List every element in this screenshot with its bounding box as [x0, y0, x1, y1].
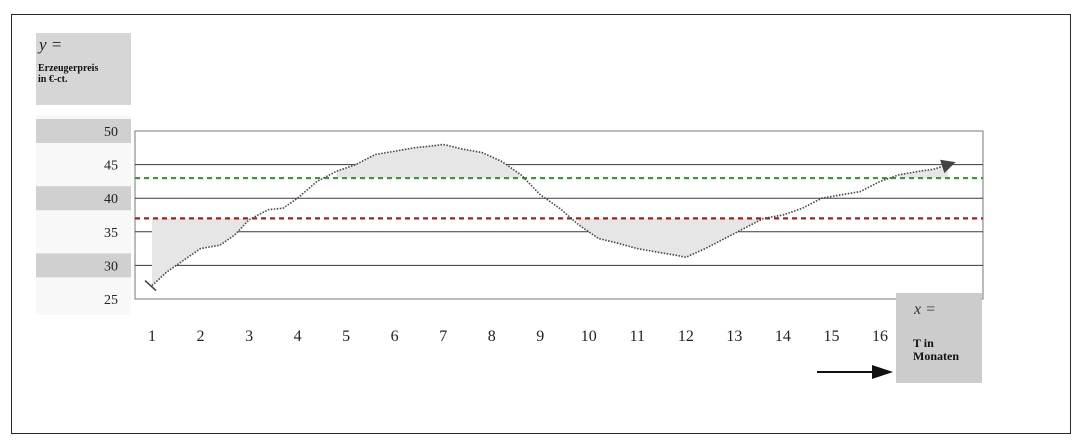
x-axis-label-text: T in Monaten: [913, 336, 959, 363]
x-tick-label: 12: [678, 328, 694, 345]
x-tick-label: 9: [536, 328, 544, 345]
shaded-area: [152, 218, 250, 286]
x-tick-label: 13: [726, 328, 742, 345]
x-tick-label: 10: [581, 328, 597, 345]
series-end-arrow: [940, 159, 956, 174]
y-tick-label: 25: [104, 293, 118, 308]
plot-border: [134, 130, 984, 300]
x-tick-label: 7: [439, 328, 447, 345]
x-tick-label: 14: [775, 328, 791, 345]
x-tick-label: 6: [391, 328, 399, 345]
y-axis-label-box: y = Erzeugerpreis in €-ct.: [36, 33, 131, 105]
y-axis-label: Erzeugerpreis in €-ct.: [38, 63, 99, 85]
y-tick-label: 40: [104, 192, 118, 207]
x-axis-label-box: x = T in Monaten: [896, 293, 982, 383]
shaded-area: [899, 164, 948, 179]
series-start-marker: [144, 279, 157, 292]
x-tick-label: 1: [148, 328, 156, 345]
x-variable-label: x =: [914, 301, 936, 318]
x-tick-label: 16: [872, 328, 888, 345]
x-tick-label: 3: [245, 328, 253, 345]
series-line: [151, 143, 949, 287]
x-tick-label: 8: [488, 328, 496, 345]
y-variable-label: y =: [39, 35, 63, 54]
x-axis-label: T in Monaten: [913, 337, 959, 363]
y-tick-band: [36, 119, 131, 143]
y-tick-label: 50: [104, 125, 118, 140]
y-tick-band: [36, 253, 131, 278]
x-tick-label: 15: [823, 328, 839, 345]
y-tick-label: 30: [104, 259, 118, 274]
shaded-area: [579, 218, 764, 258]
x-tick-label: 5: [342, 328, 350, 345]
y-tick-label: 35: [104, 226, 118, 241]
y-tick-label: 45: [104, 159, 118, 174]
y-tick-panel: [36, 115, 131, 315]
y-tick-band: [36, 186, 131, 211]
x-tick-label: 4: [294, 328, 302, 345]
x-direction-arrow-head: [872, 365, 893, 379]
x-tick-label: 11: [630, 328, 645, 345]
shaded-area: [336, 144, 521, 179]
x-tick-label: 2: [197, 328, 205, 345]
